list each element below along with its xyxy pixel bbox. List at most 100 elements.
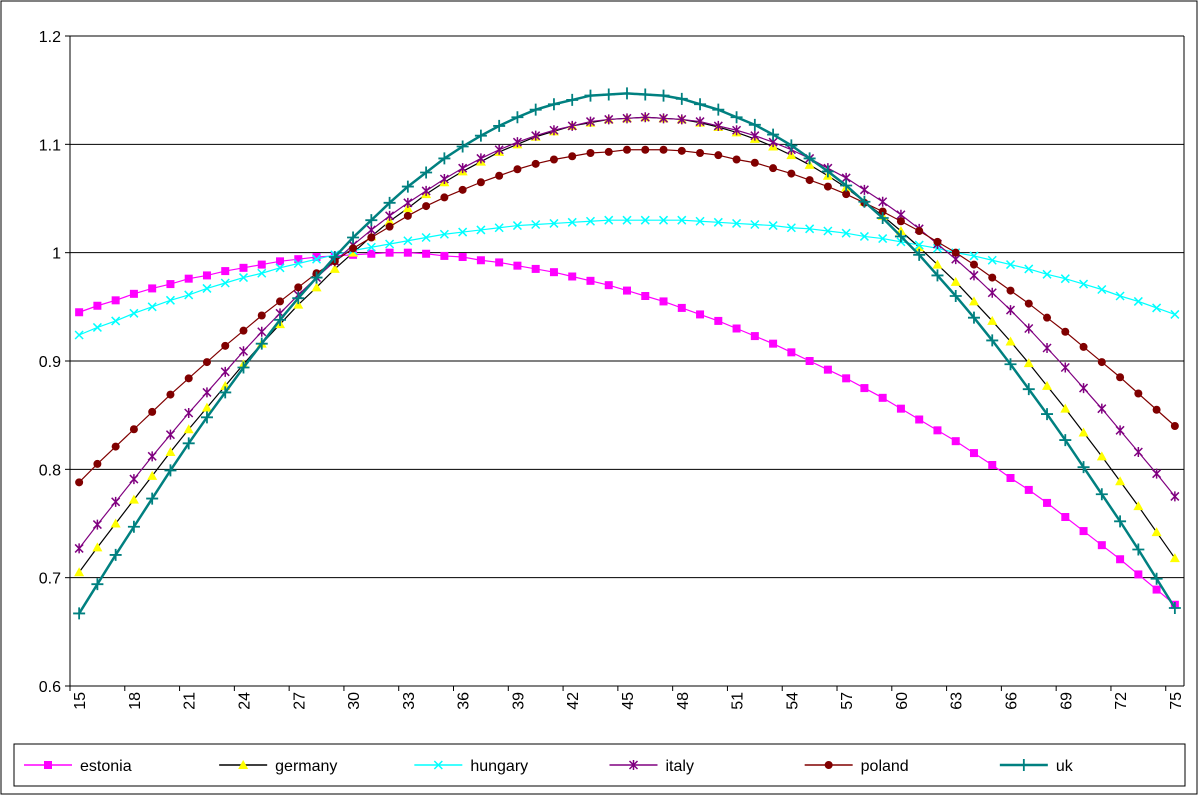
x-tick-label: 69	[1058, 692, 1075, 710]
marker	[677, 114, 687, 125]
marker	[365, 214, 378, 227]
marker	[276, 297, 285, 306]
marker	[220, 278, 230, 288]
marker	[769, 339, 778, 348]
marker	[768, 221, 778, 231]
marker	[1133, 447, 1143, 457]
x-tick-label: 33	[401, 692, 418, 710]
marker	[932, 259, 943, 269]
marker	[165, 429, 175, 440]
marker	[239, 263, 248, 272]
marker	[529, 103, 542, 116]
marker	[367, 249, 376, 258]
marker	[1152, 585, 1161, 594]
marker	[221, 267, 230, 276]
marker	[842, 374, 851, 383]
marker	[713, 217, 723, 227]
x-tick-label: 39	[510, 692, 527, 710]
x-tick-label: 21	[182, 692, 199, 710]
marker	[1077, 461, 1090, 474]
marker	[1023, 358, 1034, 368]
marker	[986, 334, 999, 347]
marker	[1097, 541, 1106, 550]
x-tick-label: 75	[1168, 692, 1185, 710]
marker	[385, 248, 394, 257]
marker	[876, 212, 889, 224]
marker	[859, 184, 869, 195]
marker	[549, 125, 559, 136]
marker	[166, 390, 175, 399]
marker	[604, 215, 614, 225]
marker	[769, 164, 778, 173]
marker	[967, 311, 980, 324]
marker	[1024, 299, 1033, 308]
marker	[257, 268, 267, 278]
marker	[1078, 427, 1089, 437]
marker	[1059, 434, 1072, 447]
marker	[585, 216, 596, 226]
marker	[128, 494, 139, 504]
marker	[495, 171, 504, 180]
y-tick-label: 0.6	[39, 679, 61, 696]
legend-label: germany	[275, 758, 337, 775]
marker	[1134, 389, 1143, 398]
marker	[878, 207, 887, 216]
marker	[750, 332, 759, 341]
marker	[110, 518, 121, 528]
marker	[1006, 286, 1015, 295]
marker	[549, 218, 559, 228]
marker	[202, 271, 211, 280]
marker	[310, 271, 323, 284]
marker	[219, 386, 232, 399]
marker	[1060, 403, 1071, 413]
x-tick-label: 63	[949, 692, 966, 710]
marker	[383, 196, 396, 209]
marker	[531, 264, 540, 273]
marker	[640, 112, 650, 123]
marker	[1005, 336, 1016, 346]
marker	[495, 258, 504, 267]
legend-label: hungary	[470, 758, 528, 775]
marker	[201, 402, 212, 412]
marker	[547, 98, 560, 111]
marker	[129, 289, 138, 298]
marker	[604, 114, 614, 125]
marker	[641, 292, 650, 300]
marker	[1152, 405, 1161, 414]
marker	[1042, 380, 1053, 390]
marker	[732, 324, 741, 333]
marker	[312, 254, 322, 264]
legend-box	[13, 743, 1186, 787]
marker	[366, 224, 376, 235]
marker	[1043, 313, 1052, 322]
marker	[658, 113, 669, 124]
marker	[164, 464, 177, 477]
marker	[127, 520, 140, 533]
marker	[182, 437, 195, 450]
marker	[1170, 491, 1180, 502]
marker	[602, 88, 615, 101]
marker	[1024, 323, 1034, 334]
marker	[677, 146, 686, 155]
marker	[439, 174, 449, 184]
marker	[567, 120, 577, 131]
marker	[933, 426, 942, 435]
marker	[1024, 264, 1034, 274]
marker	[621, 87, 633, 100]
marker	[403, 211, 412, 220]
marker	[1042, 343, 1052, 353]
marker	[1005, 260, 1016, 270]
marker	[111, 316, 121, 326]
marker	[1168, 602, 1181, 614]
y-tick-label: 0.8	[39, 462, 61, 479]
marker	[1043, 498, 1052, 507]
x-tick-label: 72	[1113, 692, 1130, 710]
x-tick-label: 66	[1004, 692, 1021, 710]
marker	[858, 195, 871, 208]
marker	[166, 280, 175, 289]
marker	[969, 260, 978, 269]
marker	[494, 223, 504, 233]
marker	[184, 290, 194, 300]
marker	[969, 270, 979, 281]
